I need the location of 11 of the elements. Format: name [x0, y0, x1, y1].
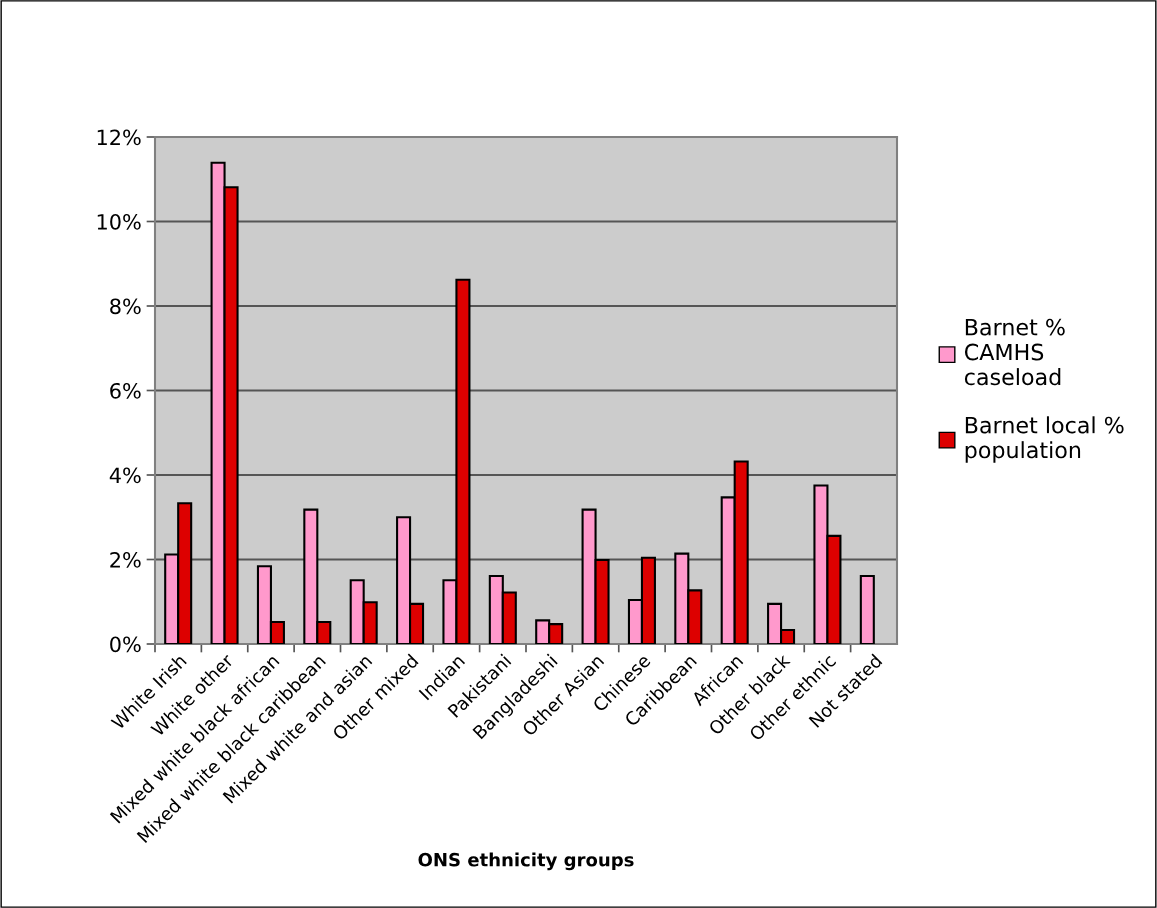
y-tick-label: 4% [109, 467, 141, 484]
y-tick-label: 2% [110, 551, 141, 568]
legend-label: Barnet % CAMHS caseload [964, 318, 1065, 386]
y-tick-label: 8% [110, 298, 141, 315]
legend-label: Barnet local % population [965, 416, 1124, 463]
bar [859, 574, 875, 644]
y-tick-label: 10% [97, 213, 141, 230]
y-tick-label: 6% [110, 382, 141, 399]
x-axis-title: ONS ethnicity groups [418, 852, 634, 871]
y-tick-label: 12% [97, 129, 141, 146]
y-tick-label: 0% [110, 636, 141, 653]
